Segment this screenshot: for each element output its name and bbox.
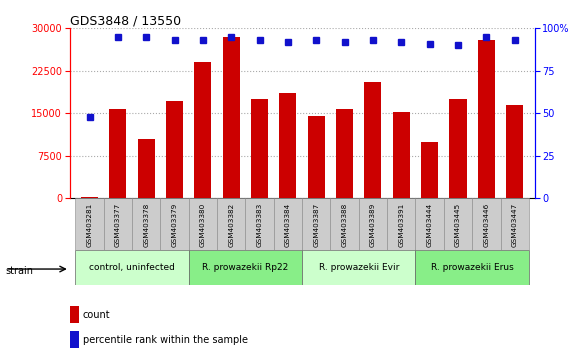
Text: GSM403444: GSM403444 xyxy=(426,202,433,247)
Bar xyxy=(472,198,500,250)
Bar xyxy=(76,250,189,285)
Text: GSM403445: GSM403445 xyxy=(455,202,461,247)
Text: GSM403382: GSM403382 xyxy=(228,202,234,247)
Bar xyxy=(387,198,415,250)
Text: GSM403387: GSM403387 xyxy=(313,202,320,247)
Text: control, uninfected: control, uninfected xyxy=(89,263,175,272)
Bar xyxy=(506,105,523,198)
Bar xyxy=(81,197,98,198)
Text: GSM403379: GSM403379 xyxy=(171,202,178,247)
Bar xyxy=(450,99,467,198)
Bar xyxy=(415,250,529,285)
Bar xyxy=(421,142,438,198)
Bar xyxy=(189,250,302,285)
Text: GSM403389: GSM403389 xyxy=(370,202,376,247)
Bar xyxy=(160,198,189,250)
Bar xyxy=(444,198,472,250)
Bar xyxy=(132,198,160,250)
Bar xyxy=(336,109,353,198)
Text: GSM403447: GSM403447 xyxy=(512,202,518,247)
Text: strain: strain xyxy=(6,266,34,276)
Text: R. prowazekii Rp22: R. prowazekii Rp22 xyxy=(202,263,289,272)
Bar xyxy=(331,198,359,250)
Bar xyxy=(274,198,302,250)
Bar xyxy=(279,93,296,198)
Text: GSM403391: GSM403391 xyxy=(399,202,404,247)
Text: count: count xyxy=(83,310,110,320)
Bar xyxy=(217,198,245,250)
Bar xyxy=(359,198,387,250)
Bar xyxy=(302,198,331,250)
Bar xyxy=(302,250,415,285)
Bar xyxy=(478,40,495,198)
Bar xyxy=(109,109,127,198)
Bar xyxy=(70,331,79,348)
Bar xyxy=(308,116,325,198)
Text: GSM403388: GSM403388 xyxy=(342,202,347,247)
Bar xyxy=(364,82,382,198)
Bar xyxy=(223,37,240,198)
Bar xyxy=(189,198,217,250)
Text: percentile rank within the sample: percentile rank within the sample xyxy=(83,335,248,344)
Text: GSM403446: GSM403446 xyxy=(483,202,489,247)
Bar xyxy=(76,198,104,250)
Bar xyxy=(104,198,132,250)
Text: GSM403281: GSM403281 xyxy=(87,202,92,247)
Text: R. prowazekii Evir: R. prowazekii Evir xyxy=(318,263,399,272)
Text: GSM403383: GSM403383 xyxy=(257,202,263,247)
Text: R. prowazekii Erus: R. prowazekii Erus xyxy=(431,263,514,272)
Text: GSM403380: GSM403380 xyxy=(200,202,206,247)
Bar xyxy=(415,198,444,250)
Text: GSM403378: GSM403378 xyxy=(144,202,149,247)
Bar xyxy=(500,198,529,250)
Text: GSM403384: GSM403384 xyxy=(285,202,291,247)
Bar xyxy=(138,139,155,198)
Bar xyxy=(195,62,211,198)
Bar xyxy=(393,112,410,198)
Bar xyxy=(70,306,79,323)
Text: GDS3848 / 13550: GDS3848 / 13550 xyxy=(70,14,181,27)
Bar xyxy=(166,101,183,198)
Text: GSM403377: GSM403377 xyxy=(115,202,121,247)
Bar xyxy=(251,99,268,198)
Bar xyxy=(245,198,274,250)
